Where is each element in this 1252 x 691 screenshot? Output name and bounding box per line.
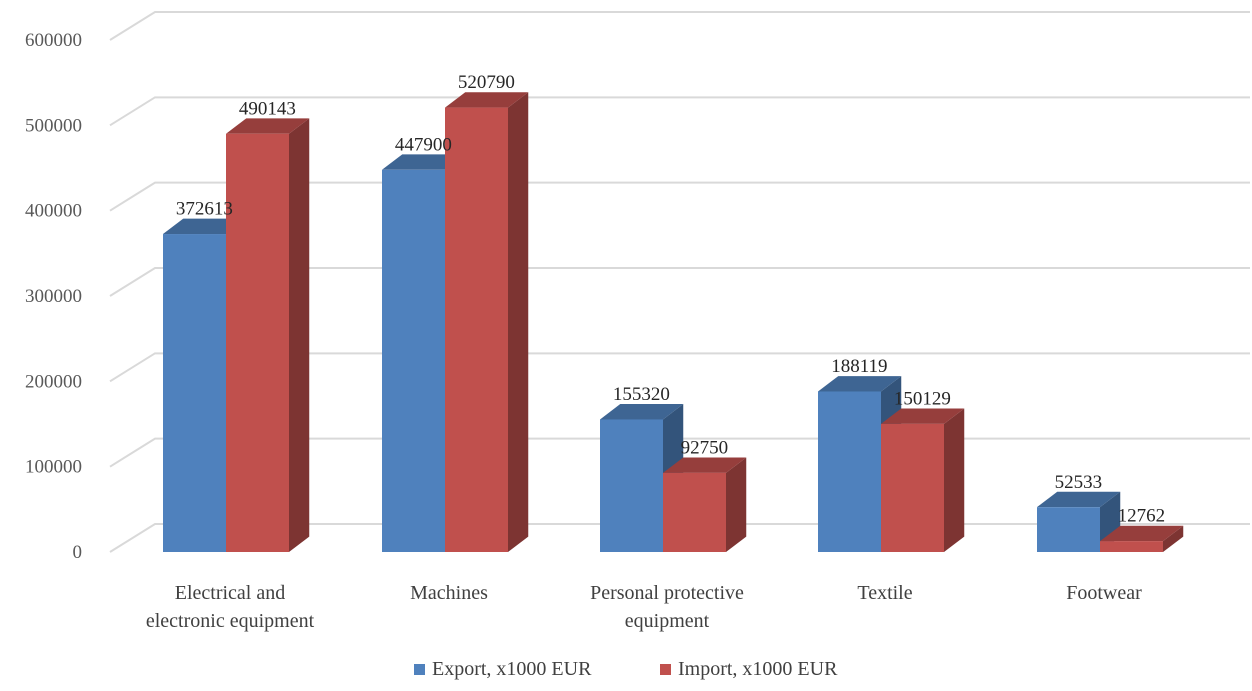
- data-label: 490143: [239, 98, 296, 119]
- bars: [163, 92, 1184, 553]
- gridline: [109, 11, 1250, 41]
- data-label: 92750: [681, 437, 729, 458]
- data-label: 150129: [894, 388, 951, 409]
- data-label: 188119: [831, 356, 887, 377]
- legend: Export, x1000 EUR Import, x1000 EUR: [414, 658, 838, 680]
- x-tick-label: Footwear: [1066, 582, 1142, 604]
- x-axis: Electrical and electronic equipment Machin…: [146, 582, 1142, 632]
- bar-import: [881, 408, 965, 552]
- bar-import: [445, 92, 529, 553]
- y-tick-label: 600000: [25, 30, 82, 51]
- legend-swatch: [660, 664, 671, 675]
- y-tick-label: 200000: [25, 371, 82, 392]
- gridline: [109, 181, 1250, 212]
- data-label: 372613: [176, 199, 233, 220]
- legend-item: Export, x1000 EUR: [414, 658, 592, 680]
- bar-import: [663, 457, 747, 552]
- x-tick-label: Personal protective equipment: [590, 582, 744, 632]
- x-tick-label: Electrical and electronic equipment: [146, 582, 315, 632]
- data-label: 520790: [458, 72, 515, 93]
- bar-import: [1100, 525, 1184, 552]
- bar-export: [1037, 491, 1121, 552]
- x-tick-label: Machines: [410, 582, 488, 604]
- data-labels: 372613 490143 447900 520790 155320 92750 18811…: [176, 72, 1165, 527]
- data-label: 52533: [1055, 472, 1103, 493]
- gridlines: [109, 11, 1250, 553]
- data-label: 12762: [1118, 506, 1166, 527]
- x-tick-label: Textile: [857, 582, 912, 604]
- gridline: [109, 96, 1250, 127]
- gridline: [109, 352, 1250, 383]
- legend-swatch: [414, 664, 425, 675]
- y-tick-label: 500000: [25, 115, 82, 136]
- y-tick-label: 300000: [25, 286, 82, 307]
- legend-item: Import, x1000 EUR: [660, 658, 838, 680]
- gridline: [109, 267, 1250, 297]
- y-axis: 0 100000 200000 300000 400000 500000 600000: [25, 30, 82, 563]
- y-tick-label: 0: [73, 542, 83, 563]
- data-label: 447900: [395, 134, 452, 155]
- bar-import: [226, 118, 310, 553]
- y-tick-label: 100000: [25, 457, 82, 478]
- legend-label: Import, x1000 EUR: [678, 658, 838, 680]
- y-tick-label: 400000: [25, 201, 82, 222]
- legend-label: Export, x1000 EUR: [432, 658, 592, 680]
- data-label: 155320: [613, 384, 670, 405]
